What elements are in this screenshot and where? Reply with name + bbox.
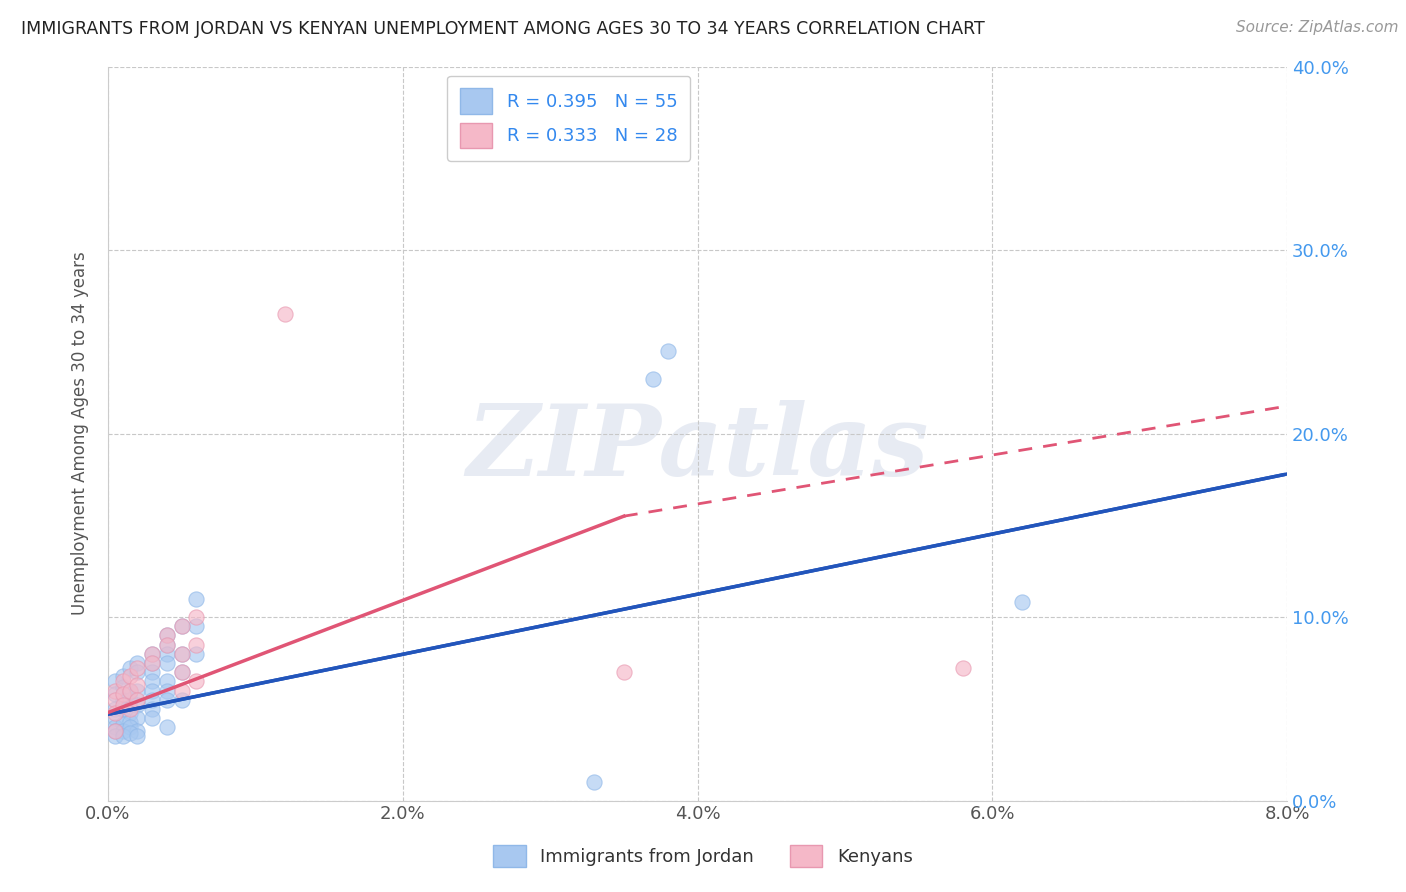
Point (104, 683, 127, 698)
Point (141, 702, 163, 716)
Point (120, 683, 142, 698)
Point (120, 725, 142, 739)
Point (127, 678, 149, 692)
Point (120, 706, 142, 720)
Point (127, 665, 149, 680)
Point (583, 775, 606, 789)
Point (141, 692, 163, 706)
Point (141, 674, 163, 689)
Point (127, 723, 149, 738)
Point (186, 638, 208, 652)
Point (111, 687, 134, 701)
Point (104, 711, 127, 725)
Point (141, 683, 163, 698)
Point (170, 619, 193, 633)
Point (104, 720, 127, 734)
Point (156, 638, 179, 652)
Point (170, 683, 193, 698)
Y-axis label: Unemployment Among Ages 30 to 34 years: Unemployment Among Ages 30 to 34 years (72, 252, 89, 615)
Point (156, 720, 179, 734)
Point (111, 730, 134, 744)
Point (170, 665, 193, 680)
Point (127, 711, 149, 725)
Point (141, 656, 163, 670)
Point (156, 692, 179, 706)
Point (156, 628, 179, 642)
Point (104, 687, 127, 701)
Point (952, 661, 974, 675)
Point (111, 692, 134, 706)
Point (170, 692, 193, 706)
Point (170, 665, 193, 680)
Point (141, 647, 163, 661)
Point (111, 698, 134, 713)
Point (186, 610, 208, 624)
Point (111, 723, 134, 738)
Point (104, 723, 127, 738)
Legend: R = 0.395   N = 55, R = 0.333   N = 28: R = 0.395 N = 55, R = 0.333 N = 28 (447, 76, 690, 161)
Point (156, 683, 179, 698)
Point (156, 656, 179, 670)
Point (104, 706, 127, 720)
Point (127, 698, 149, 713)
Point (120, 692, 142, 706)
Point (111, 716, 134, 731)
Point (127, 661, 149, 675)
Point (643, 371, 665, 385)
Point (170, 647, 193, 661)
Legend: Immigrants from Jordan, Kenyans: Immigrants from Jordan, Kenyans (486, 838, 920, 874)
Point (120, 661, 142, 675)
Point (104, 730, 127, 744)
Point (657, 344, 679, 359)
Point (104, 723, 127, 738)
Point (120, 683, 142, 698)
Point (104, 674, 127, 689)
Point (156, 638, 179, 652)
Text: IMMIGRANTS FROM JORDAN VS KENYAN UNEMPLOYMENT AMONG AGES 30 TO 34 YEARS CORRELAT: IMMIGRANTS FROM JORDAN VS KENYAN UNEMPLO… (21, 20, 984, 37)
Point (120, 714, 142, 729)
Point (127, 730, 149, 744)
Point (141, 656, 163, 670)
Point (127, 692, 149, 706)
Point (120, 702, 142, 716)
Point (104, 692, 127, 706)
Point (170, 647, 193, 661)
Point (186, 647, 208, 661)
Point (156, 647, 179, 661)
Point (170, 619, 193, 633)
Point (186, 619, 208, 633)
Point (127, 656, 149, 670)
Point (141, 711, 163, 725)
Point (156, 674, 179, 689)
Point (141, 665, 163, 680)
Text: Source: ZipAtlas.com: Source: ZipAtlas.com (1236, 20, 1399, 35)
Point (111, 674, 134, 689)
Point (156, 628, 179, 642)
Point (1011, 595, 1033, 609)
Point (120, 720, 142, 734)
Text: ZIPatlas: ZIPatlas (467, 400, 929, 497)
Point (120, 669, 142, 683)
Point (274, 307, 297, 321)
Point (111, 702, 134, 716)
Point (186, 591, 208, 606)
Point (613, 665, 636, 680)
Point (111, 680, 134, 694)
Point (127, 683, 149, 698)
Point (509, 114, 531, 128)
Point (186, 674, 208, 689)
Point (104, 702, 127, 716)
Point (111, 669, 134, 683)
Point (141, 647, 163, 661)
